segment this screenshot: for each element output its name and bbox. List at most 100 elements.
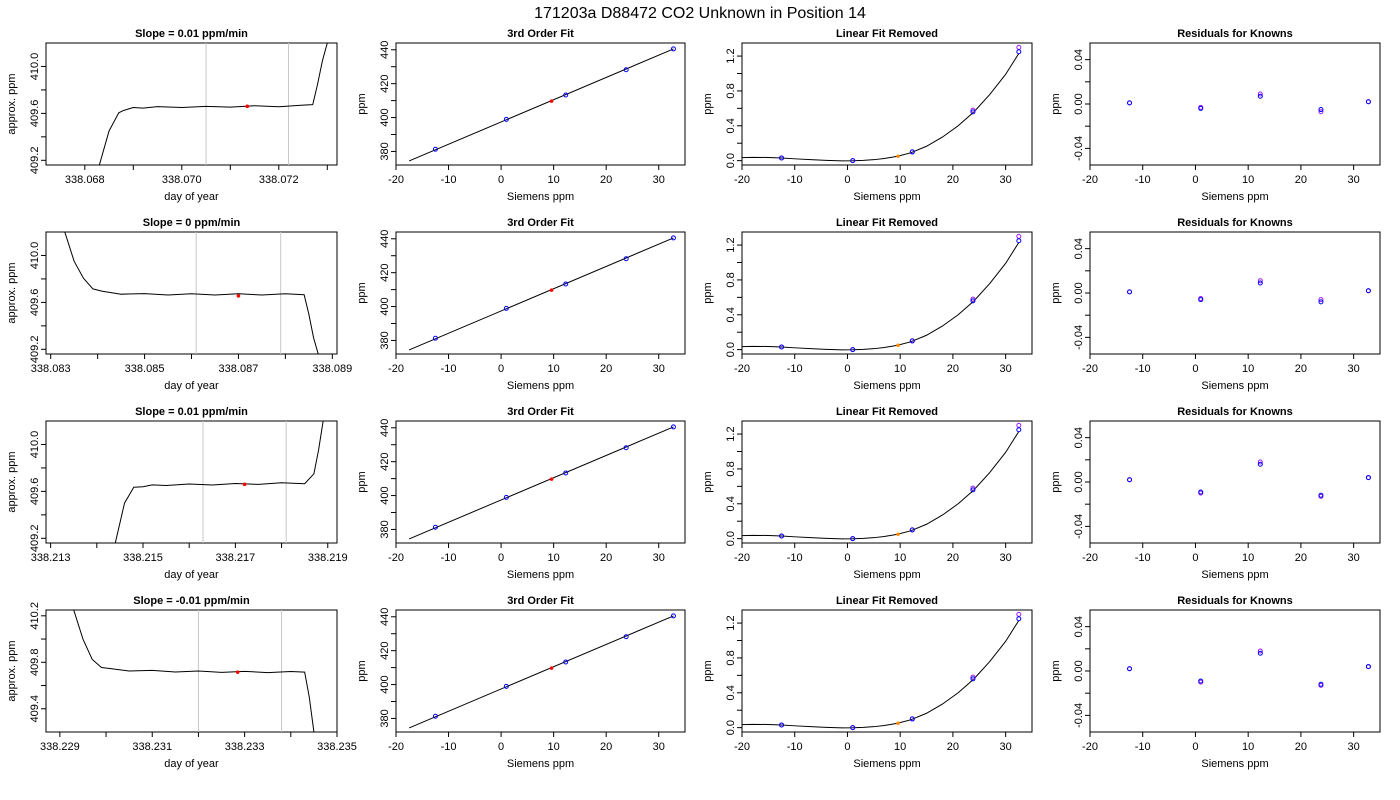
panel-title: Slope = 0.01 ppm/min	[135, 28, 248, 40]
plot-frame	[741, 42, 1033, 166]
y-tick-label: 440	[379, 419, 391, 437]
y-tick-label: 380	[379, 520, 391, 538]
x-tick-label: -10	[1135, 552, 1151, 564]
x-tick-label: 30	[653, 363, 665, 375]
x-axis-label: day of year	[164, 191, 219, 203]
y-tick-label: 409.2	[29, 336, 41, 364]
x-tick-label: 0	[844, 741, 850, 753]
known-point	[970, 487, 976, 493]
x-tick-label: 10	[1242, 741, 1254, 753]
x-tick-label: 20	[947, 552, 959, 564]
x-tick-label: -10	[1135, 741, 1151, 753]
x-tick-label: -10	[441, 363, 457, 375]
panel-title: Slope = 0.01 ppm/min	[135, 406, 248, 418]
x-axis-label: Siemens ppm	[507, 191, 574, 203]
x-tick-label: 338.072	[259, 174, 299, 186]
plot-area	[408, 613, 676, 729]
known-point	[503, 305, 509, 311]
figure-title: 171203a D88472 CO2 Unknown in Position 1…	[534, 5, 866, 22]
x-tick-label: 10	[894, 363, 906, 375]
y-tick-label: 380	[379, 331, 391, 349]
residual-point	[1257, 461, 1263, 467]
fit-line	[408, 615, 674, 729]
x-tick-label: 10	[894, 552, 906, 564]
x-tick-label: 20	[1295, 552, 1307, 564]
y-tick-label: 409.6	[29, 289, 41, 317]
x-tick-label: -10	[787, 552, 803, 564]
x-tick-label: 10	[548, 363, 560, 375]
x-tick-label: -20	[1082, 363, 1098, 375]
unknown-point	[235, 670, 240, 674]
x-axis-label: day of year	[164, 380, 219, 392]
known-point	[623, 634, 629, 640]
plot-area	[64, 232, 319, 354]
x-tick-label: 0	[1192, 363, 1198, 375]
residual-point	[1365, 288, 1371, 294]
panel-title: Residuals for Knowns	[1177, 406, 1293, 418]
plot-frame	[1089, 42, 1381, 166]
x-tick-label: -10	[787, 174, 803, 186]
residual-point	[1127, 477, 1133, 483]
y-axis-label: ppm	[702, 282, 714, 303]
x-tick-label: 20	[600, 174, 612, 186]
known-point	[850, 347, 856, 353]
chart-panel-9: 3rd Order Fit -20 -10 0 10 20 30 380 400 420 440 Si…	[356, 406, 686, 581]
x-axis-label: Siemens ppm	[1201, 758, 1268, 770]
x-tick-label: 20	[1295, 363, 1307, 375]
panel-title: Residuals for Knowns	[1177, 28, 1293, 40]
y-tick-label: 420	[379, 452, 391, 470]
y-axis-label: ppm	[702, 93, 714, 114]
x-axis-label: Siemens ppm	[853, 569, 920, 581]
plot-frame	[45, 42, 338, 166]
known-point	[623, 67, 629, 73]
x-tick-label: 0	[498, 363, 504, 375]
x-tick-label: 338.231	[132, 741, 172, 753]
x-axis-label: Siemens ppm	[1201, 569, 1268, 581]
y-tick-label: 0.8	[725, 461, 737, 476]
x-tick-label: -10	[1135, 174, 1151, 186]
plot-frame	[395, 609, 686, 733]
chart-panel-1: 3rd Order Fit -20 -10 0 10 20 30 380 400 420 440 Si…	[356, 28, 686, 203]
residual-point	[1318, 681, 1324, 687]
y-tick-label: 0.0	[725, 531, 737, 546]
y-axis-label: ppm	[1050, 93, 1062, 114]
known-point	[850, 158, 856, 164]
x-tick-label: 0	[498, 174, 504, 186]
y-tick-label: 0.04	[1073, 49, 1085, 70]
known-point	[432, 713, 438, 719]
x-tick-label: 30	[653, 741, 665, 753]
x-tick-label: 338.068	[65, 174, 105, 186]
x-axis-label: Siemens ppm	[1201, 191, 1268, 203]
known-point-alt	[1016, 422, 1022, 428]
residual-point	[1127, 289, 1133, 295]
residual-point	[1318, 492, 1324, 498]
residual-point-alt	[1257, 648, 1263, 654]
unknown-point	[549, 477, 554, 481]
x-tick-label: 338.233	[225, 741, 265, 753]
y-tick-label: 409.2	[29, 525, 41, 553]
x-tick-label: 0	[1192, 174, 1198, 186]
x-tick-label: 338.213	[31, 552, 71, 564]
x-tick-label: 0	[1192, 741, 1198, 753]
known-point	[970, 676, 976, 682]
residual-point	[1365, 475, 1371, 481]
x-tick-label: 10	[894, 741, 906, 753]
plot-area	[408, 46, 676, 162]
known-point	[503, 494, 509, 500]
series-line	[114, 421, 324, 543]
x-tick-label: 20	[600, 741, 612, 753]
x-tick-label: 10	[548, 174, 560, 186]
known-point	[563, 281, 569, 287]
plot-frame	[45, 609, 338, 733]
panel-title: Slope = -0.01 ppm/min	[133, 595, 250, 607]
fit-curve	[742, 53, 1020, 162]
y-tick-label: 1.2	[725, 48, 737, 63]
residual-point-alt	[1318, 297, 1324, 303]
known-point	[1016, 49, 1022, 55]
x-tick-label: 0	[498, 741, 504, 753]
x-tick-label: 30	[1000, 741, 1012, 753]
plot-area	[1127, 459, 1371, 499]
x-tick-label: -20	[388, 552, 404, 564]
unknown-point	[896, 343, 900, 348]
